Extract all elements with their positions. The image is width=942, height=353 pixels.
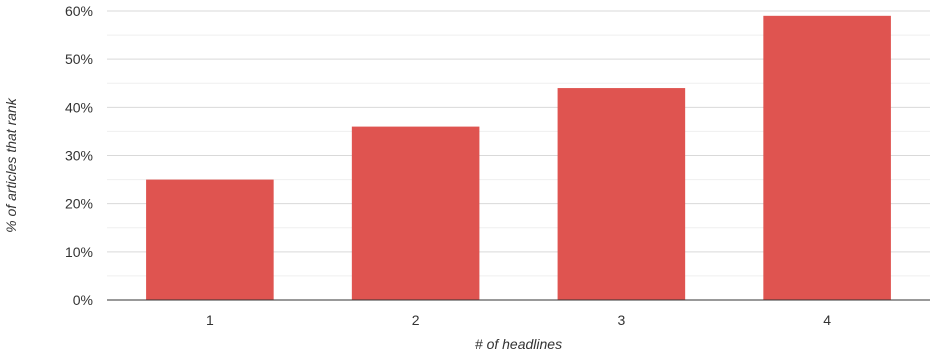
x-axis-title: # of headlines <box>475 336 562 352</box>
y-tick-label: 60% <box>65 3 93 19</box>
x-tick-label: 1 <box>206 312 214 328</box>
y-tick-label: 0% <box>73 292 93 308</box>
bar <box>146 179 274 300</box>
y-tick-label: 10% <box>65 244 93 260</box>
x-tick-label: 2 <box>412 312 420 328</box>
x-tick-label: 3 <box>617 312 625 328</box>
y-axis-tick-labels: 0% 10% 20% 30% 40% 50% 60% <box>65 3 93 308</box>
x-tick-label: 4 <box>823 312 831 328</box>
bar <box>763 15 891 300</box>
y-tick-label: 50% <box>65 51 93 67</box>
y-axis-title: % of articles that rank <box>3 97 19 233</box>
y-tick-label: 40% <box>65 99 93 115</box>
bars <box>146 15 891 300</box>
y-tick-label: 30% <box>65 148 93 164</box>
x-axis-tick-labels: 1 2 3 4 <box>206 312 831 328</box>
bar <box>557 88 686 300</box>
bar <box>351 126 480 300</box>
y-tick-label: 20% <box>65 196 93 212</box>
